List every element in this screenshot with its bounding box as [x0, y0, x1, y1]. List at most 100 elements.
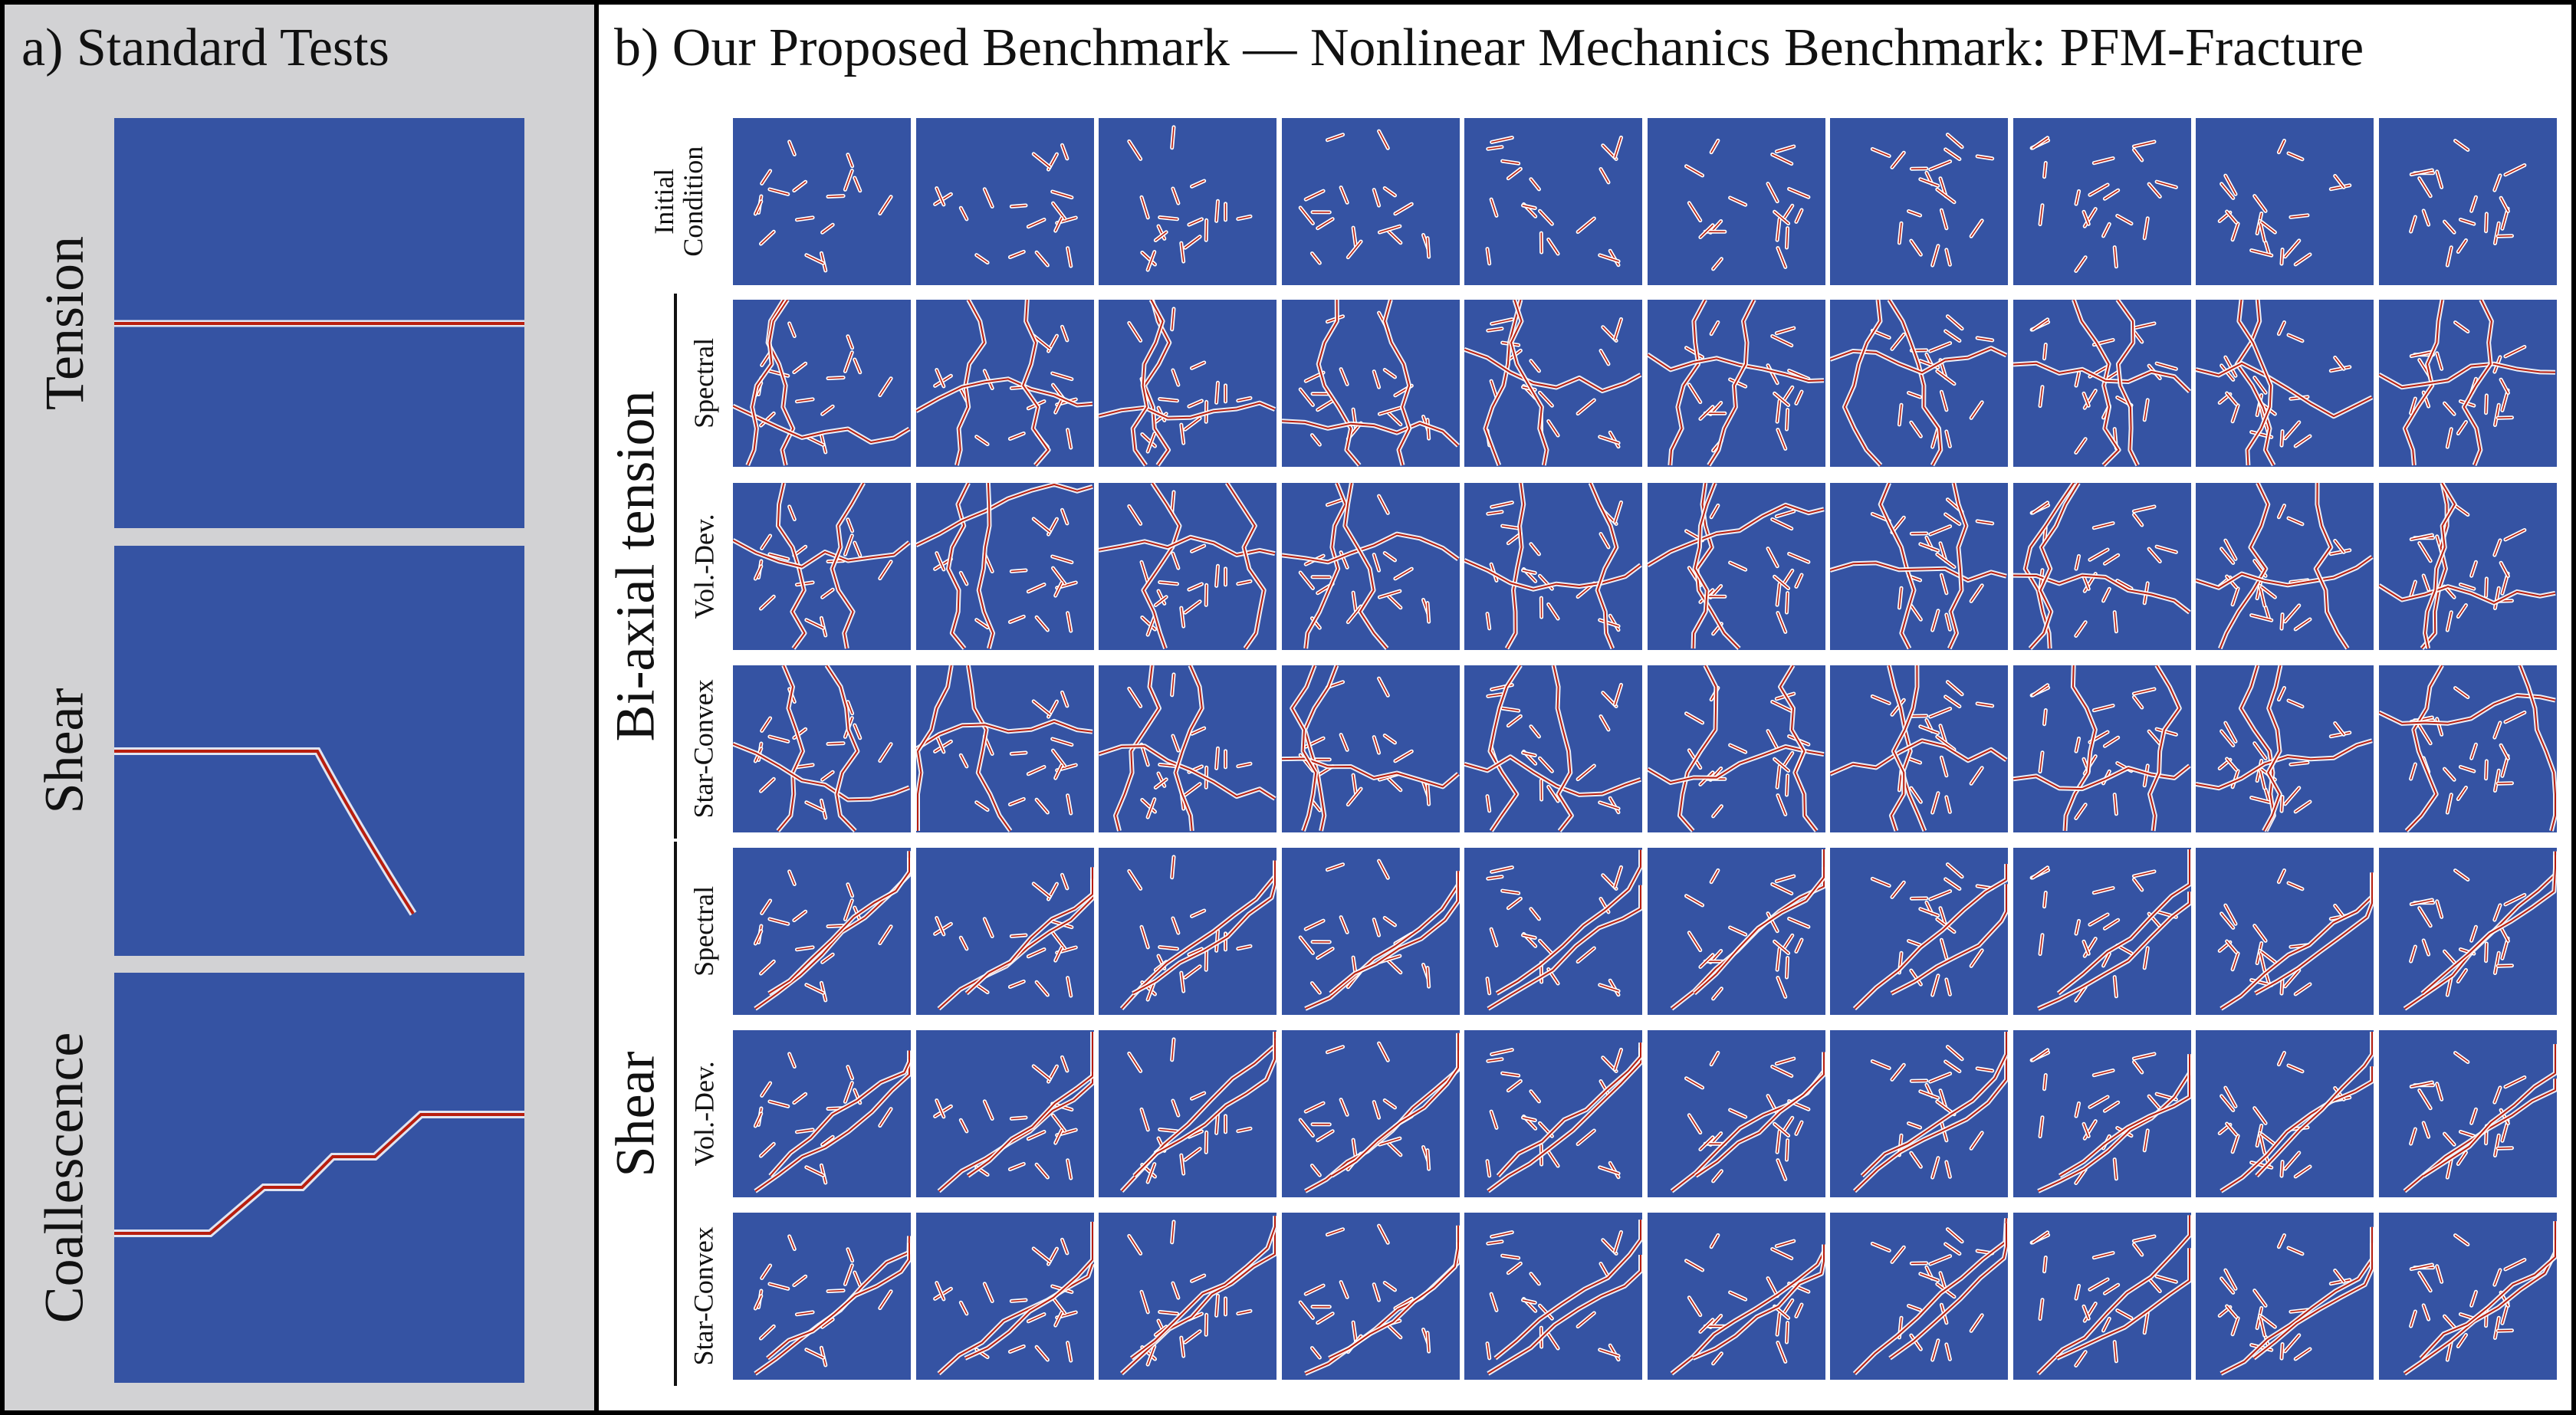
crack-field	[1281, 118, 1460, 285]
crack-field	[915, 1030, 1094, 1197]
crack-field	[1099, 1213, 1276, 1380]
simulation-cell	[915, 848, 1094, 1015]
crack-field	[915, 483, 1094, 650]
crack-field	[1281, 483, 1460, 650]
shear-crack-field	[114, 546, 524, 956]
crack-field	[1281, 1213, 1460, 1380]
row-label-text: Initial Condition	[649, 146, 709, 258]
crack-field	[1281, 665, 1460, 832]
crack-field	[2196, 300, 2374, 467]
simulation-cell	[1464, 118, 1642, 285]
simulation-cell	[1647, 1030, 1825, 1197]
simulation-cell	[1281, 483, 1460, 650]
simulation-cell	[2378, 1030, 2557, 1197]
simulation-cell	[2378, 848, 2557, 1015]
simulation-cell	[2196, 848, 2374, 1015]
simulation-cell	[915, 118, 1094, 285]
simulation-cell	[1647, 300, 1825, 467]
crack-field	[2196, 1213, 2374, 1380]
crack-field	[2378, 118, 2557, 285]
simulation-cell	[1830, 483, 2008, 650]
crack-field	[2378, 300, 2557, 467]
simulation-cell	[1464, 848, 1642, 1015]
crack-field	[1281, 1030, 1460, 1197]
crack-field	[2378, 1213, 2557, 1380]
crack-field	[1281, 300, 1460, 467]
crack-field	[2196, 1030, 2374, 1197]
simulation-cell	[1099, 118, 1276, 285]
simulation-cell	[733, 300, 911, 467]
crack-field	[733, 118, 911, 285]
group-label: Bi-axial tension	[599, 300, 672, 832]
simulation-cell	[1647, 483, 1825, 650]
simulation-cell	[2013, 848, 2191, 1015]
simulation-cell	[1464, 1030, 1642, 1197]
simulation-cell	[733, 1213, 911, 1380]
simulation-cell	[2013, 665, 2191, 832]
simulation-cell	[733, 483, 911, 650]
simulation-cell	[1099, 1030, 1276, 1197]
simulation-cell	[733, 848, 911, 1015]
crack-field	[2378, 848, 2557, 1015]
simulation-cell	[2196, 300, 2374, 467]
simulation-cell	[2013, 300, 2191, 467]
simulation-cell	[1647, 665, 1825, 832]
simulation-cell	[915, 300, 1094, 467]
simulation-cell	[2013, 1213, 2191, 1380]
crack-field	[1830, 1030, 2008, 1197]
crack-field	[1830, 300, 2008, 467]
row-label-text: Star-Convex	[688, 1226, 720, 1366]
crack-field	[1647, 118, 1825, 285]
crack-field	[1464, 483, 1642, 650]
simulation-cell	[2378, 118, 2557, 285]
simulation-cell	[1281, 848, 1460, 1015]
simulation-cell	[1281, 665, 1460, 832]
crack-field	[915, 300, 1094, 467]
crack-field	[1099, 483, 1276, 650]
crack-field	[1647, 665, 1825, 832]
method-row-label: Vol.-Dev.	[678, 1030, 731, 1197]
crack-field	[1464, 848, 1642, 1015]
crack-field	[2013, 1213, 2191, 1380]
simulation-cell	[1099, 665, 1276, 832]
crack-field	[1099, 665, 1276, 832]
simulation-cell	[1099, 483, 1276, 650]
crack-field	[1647, 300, 1825, 467]
method-row-label: Vol.-Dev.	[678, 483, 731, 650]
simulation-cell	[733, 665, 911, 832]
crack-field	[1830, 665, 2008, 832]
crack-field	[1464, 665, 1642, 832]
crack-field	[2013, 300, 2191, 467]
crack-field	[1464, 1213, 1642, 1380]
shear-image	[114, 546, 524, 956]
crack-field	[915, 118, 1094, 285]
simulation-cell	[915, 1213, 1094, 1380]
row-label-text: Spectral	[688, 886, 720, 977]
crack-field	[2196, 665, 2374, 832]
simulation-cell	[1099, 848, 1276, 1015]
simulation-cell	[2196, 118, 2374, 285]
crack-field	[1830, 483, 2008, 650]
crack-field	[2013, 118, 2191, 285]
crack-field	[2013, 848, 2191, 1015]
coallescence-label: Coallescence	[33, 1032, 95, 1324]
crack-field	[915, 1213, 1094, 1380]
crack-field	[2378, 1030, 2557, 1197]
crack-field	[2196, 118, 2374, 285]
crack-field	[1647, 848, 1825, 1015]
simulation-cell	[2196, 1030, 2374, 1197]
crack-field	[1830, 848, 2008, 1015]
crack-field	[733, 483, 911, 650]
simulation-cell	[733, 1030, 911, 1197]
group-bracket-line	[674, 294, 677, 839]
panel-standard-tests: a) Standard Tests Tension Shear Coallesc…	[0, 0, 598, 1415]
group-bracket-line	[674, 842, 677, 1386]
crack-field	[733, 848, 911, 1015]
crack-field	[1464, 118, 1642, 285]
simulation-cell	[915, 1030, 1094, 1197]
crack-field	[1099, 1030, 1276, 1197]
simulation-cell	[1281, 1030, 1460, 1197]
simulation-cell	[1830, 118, 2008, 285]
crack-field	[1830, 118, 2008, 285]
simulation-cell	[1830, 665, 2008, 832]
